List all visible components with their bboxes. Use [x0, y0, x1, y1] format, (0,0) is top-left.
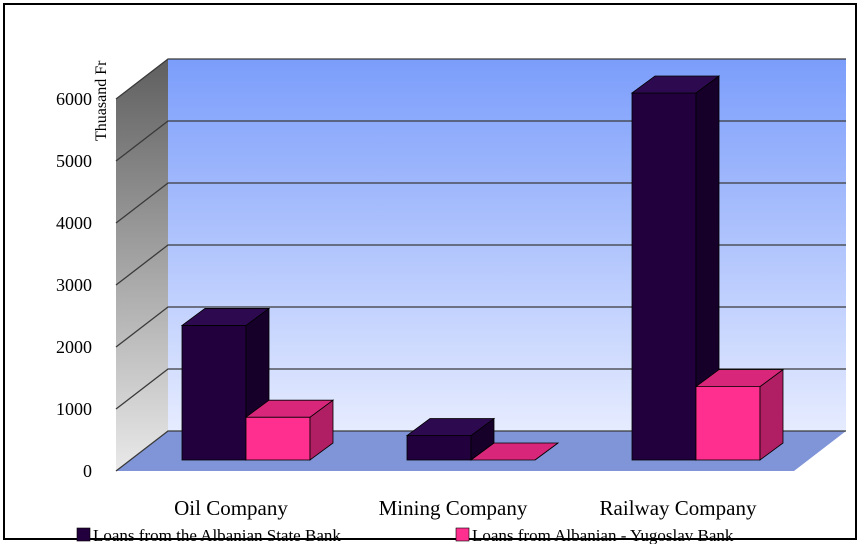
x-tick-label: Mining Company: [379, 496, 528, 520]
y-tick-label: 0: [83, 461, 92, 481]
legend: Loans from the Albanian State Bank Loans…: [77, 526, 734, 544]
x-tick-label: Oil Company: [174, 496, 288, 520]
y-axis-ticks: 0 1000 2000 3000 4000 5000 6000: [56, 89, 92, 481]
x-axis-categories: Oil Company Mining Company Railway Company: [174, 496, 757, 520]
legend-swatch-albanian-yugoslav-bank: [456, 528, 469, 541]
legend-swatch-state-bank: [77, 528, 90, 541]
y-tick-label: 2000: [56, 337, 92, 357]
bar-1-2: [696, 370, 783, 460]
y-tick-label: 1000: [56, 399, 92, 419]
y-tick-label: 5000: [56, 151, 92, 171]
bar-front: [182, 325, 246, 460]
bar-1-0: [246, 400, 333, 460]
x-tick-label: Railway Company: [600, 496, 757, 520]
bar-front: [632, 93, 696, 460]
bar-front: [696, 387, 760, 460]
bar-front: [407, 436, 471, 460]
y-tick-label: 4000: [56, 213, 92, 233]
y-tick-label: 3000: [56, 275, 92, 295]
bar-front: [246, 417, 310, 460]
legend-label-albanian-yugoslav-bank: Loans from Albanian - Yugoslav Bank: [472, 526, 734, 544]
y-tick-label: 6000: [56, 89, 92, 109]
legend-label-state-bank: Loans from the Albanian State Bank: [93, 526, 341, 544]
y-axis-label: Thuasand Fr: [93, 60, 110, 141]
